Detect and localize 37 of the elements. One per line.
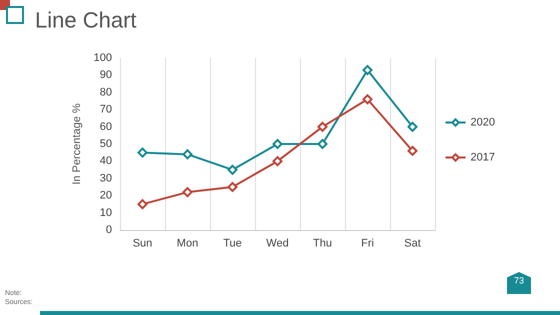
- point: [272, 156, 282, 166]
- x-tick-label: Fri: [361, 238, 374, 250]
- point: [318, 139, 328, 149]
- x-tick-label: Tue: [223, 238, 242, 250]
- x-tick-label: Sat: [404, 238, 421, 250]
- point: [228, 182, 238, 192]
- x-tick-label: Sun: [132, 238, 152, 250]
- y-tick-label: 40: [100, 155, 112, 168]
- point: [272, 139, 282, 149]
- x-tick-label: Wed: [266, 238, 289, 250]
- legend-label: 2020: [470, 116, 496, 128]
- point: [408, 146, 418, 156]
- x-tick-label: Thu: [313, 238, 332, 250]
- y-tick-label: 60: [100, 120, 112, 133]
- text: 73: [514, 276, 524, 286]
- y-tick-label: 90: [100, 69, 112, 82]
- x-tick-label: Mon: [176, 238, 198, 250]
- y-tick-label: 30: [100, 172, 112, 184]
- point: [182, 149, 192, 160]
- chart-title: Line Chart: [35, 8, 137, 32]
- point: [362, 65, 372, 76]
- point: [228, 164, 238, 175]
- legend-label: 2017: [470, 152, 496, 164]
- y-tick-label: 10: [100, 206, 112, 219]
- point: [138, 199, 148, 210]
- y-tick-label: 80: [100, 86, 112, 98]
- y-axis-title: In Percentage %: [71, 103, 84, 185]
- point: [408, 122, 418, 132]
- y-tick-label: 0: [106, 224, 112, 236]
- y-tick-label: 50: [100, 138, 112, 150]
- y-tick-label: 70: [100, 104, 112, 116]
- point: [138, 148, 148, 158]
- y-tick-label: 20: [100, 190, 112, 202]
- point: [362, 94, 372, 104]
- point: [182, 187, 192, 198]
- y-tick-label: 100: [94, 52, 112, 64]
- point: [318, 122, 328, 132]
